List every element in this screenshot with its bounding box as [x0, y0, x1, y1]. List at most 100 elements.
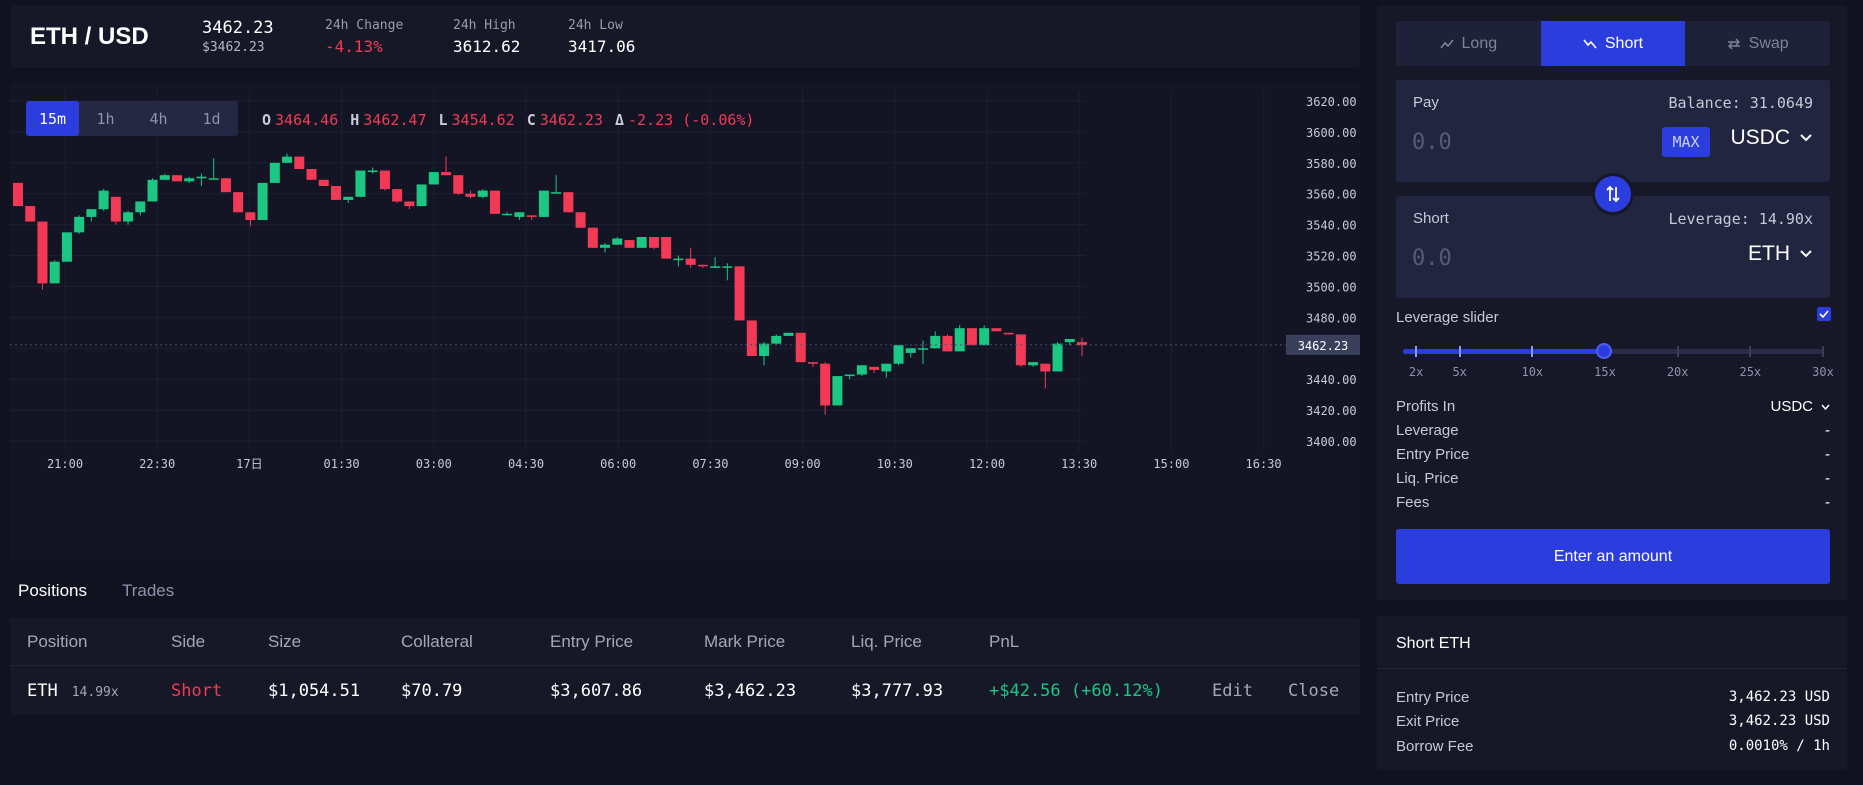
- candle-body: [453, 175, 464, 194]
- candle-body: [171, 175, 182, 182]
- y-tick-label: 3540.00: [1306, 219, 1357, 233]
- chart-panel[interactable]: 3620.00 3600.00 3580.00 3560.00 3540.00 3520.…: [10, 83, 1360, 561]
- x-tick-label: 21:00: [47, 457, 83, 471]
- high-label: 24h High: [453, 17, 516, 33]
- candle-body: [893, 345, 904, 364]
- header-position: Position: [27, 631, 88, 651]
- candle-body: [612, 238, 623, 245]
- candle-body: [416, 184, 427, 207]
- table-row[interactable]: ETH 14.99x Short $1,054.51 $70.79 $3,607.…: [10, 667, 1360, 715]
- candle-body: [881, 363, 892, 372]
- leverage-slider[interactable]: [1403, 343, 1824, 359]
- liq-price-row: Liq. Price -: [1396, 470, 1830, 487]
- profits-in-select[interactable]: USDC: [1770, 398, 1830, 415]
- candle-body: [318, 179, 329, 186]
- candle-body: [844, 374, 855, 377]
- tab-trades[interactable]: Trades: [121, 581, 175, 600]
- swap-direction-button[interactable]: [1592, 173, 1634, 215]
- candle-body: [636, 237, 647, 248]
- x-tick-label: 16:30: [1246, 457, 1282, 471]
- timeframe-15m[interactable]: 15m: [26, 101, 79, 136]
- pay-box: Pay Balance: 31.0649 MAX USDC: [1396, 80, 1830, 182]
- tab-long[interactable]: Long: [1396, 21, 1541, 66]
- candle-body: [477, 190, 488, 197]
- trade-side-tabs: Long Short Swap: [1396, 21, 1830, 66]
- header-liq-price: Liq. Price: [851, 631, 922, 651]
- leverage-info-value: -: [1825, 422, 1830, 439]
- pay-token-select[interactable]: USDC: [1730, 126, 1812, 150]
- tab-short[interactable]: Short: [1540, 21, 1686, 66]
- pair-title[interactable]: ETH / USD: [30, 22, 149, 50]
- leverage-slider-checkbox[interactable]: [1817, 307, 1831, 321]
- candle-body: [86, 209, 97, 217]
- edit-position-button[interactable]: Edit: [1212, 681, 1253, 701]
- leverage-slider-thumb[interactable]: [1595, 343, 1612, 359]
- x-tick-label: 04:30: [508, 457, 544, 471]
- chevron-down-icon: [1821, 404, 1830, 410]
- candle-body: [942, 335, 953, 352]
- max-button[interactable]: MAX: [1662, 127, 1710, 157]
- trend-up-icon: [1439, 38, 1454, 48]
- ohlc-open-label: O: [262, 111, 272, 129]
- chevron-down-icon: [1800, 134, 1812, 142]
- candle-body: [49, 261, 60, 284]
- change-label: 24h Change: [325, 17, 404, 33]
- pay-token-label: USDC: [1730, 126, 1790, 149]
- summary-entry-value: 3,462.23 USD: [1728, 689, 1830, 705]
- enter-amount-button[interactable]: Enter an amount: [1396, 529, 1830, 584]
- short-token-select[interactable]: ETH: [1748, 242, 1812, 266]
- tab-short-label: Short: [1604, 34, 1644, 52]
- fees-value: -: [1825, 494, 1830, 511]
- slider-mark-label: 2x: [1408, 365, 1424, 379]
- candle-body: [159, 175, 170, 180]
- candle-body: [379, 170, 390, 190]
- candle-body: [74, 216, 85, 233]
- candlestick-chart[interactable]: 3620.00 3600.00 3580.00 3560.00 3540.00 3520.…: [10, 83, 1360, 561]
- price-block: 3462.23 $3462.23: [202, 18, 325, 55]
- timeframe-1d[interactable]: 1d: [202, 109, 221, 128]
- summary-panel: Short ETH Entry Price 3,462.23 USD Exit …: [1377, 616, 1847, 770]
- profits-in-value: USDC: [1770, 398, 1813, 415]
- candle-body: [795, 332, 806, 363]
- candle-body: [918, 348, 929, 350]
- position-mark-price: $3,462.23: [704, 681, 797, 701]
- slider-mark: [1458, 346, 1461, 357]
- leverage-slider-label: Leverage slider: [1396, 309, 1499, 326]
- summary-title: Short ETH: [1396, 635, 1471, 652]
- candle-body: [673, 258, 684, 261]
- candle-body: [196, 176, 207, 179]
- candle-body: [783, 332, 794, 336]
- candle-body: [807, 362, 818, 364]
- tab-long-label: Long: [1461, 34, 1498, 52]
- timeframe-1h[interactable]: 1h: [96, 109, 115, 128]
- y-tick-label: 3420.00: [1306, 404, 1357, 418]
- fees-label: Fees: [1396, 494, 1430, 511]
- pay-amount-input[interactable]: [1412, 124, 1612, 160]
- fees-row: Fees -: [1396, 494, 1830, 511]
- position-size: $1,054.51: [268, 681, 361, 701]
- leverage-info-label: Leverage: [1396, 422, 1459, 439]
- ohlc-close-value: 3462.23: [539, 111, 603, 129]
- slider-mark: [1531, 346, 1534, 357]
- tab-swap-label: Swap: [1748, 34, 1789, 52]
- close-position-button[interactable]: Close: [1288, 681, 1340, 701]
- candle-body: [489, 190, 500, 214]
- candle-body: [220, 178, 231, 193]
- candle-body: [502, 213, 513, 216]
- high-block: 24h High 3612.62: [453, 18, 568, 56]
- candle-body: [282, 156, 293, 163]
- y-tick-label: 3520.00: [1306, 250, 1357, 264]
- short-amount-input[interactable]: [1412, 240, 1612, 276]
- tab-positions[interactable]: Positions: [18, 581, 87, 600]
- candle-body: [538, 190, 549, 217]
- candle-body: [551, 192, 562, 194]
- timeframe-4h[interactable]: 4h: [149, 109, 168, 128]
- x-tick-label: 06:00: [600, 457, 636, 471]
- candle-body: [820, 363, 831, 406]
- tab-swap[interactable]: Swap: [1685, 21, 1830, 66]
- slider-mark-label: 10x: [1521, 365, 1544, 379]
- slider-mark: [1822, 346, 1824, 357]
- positions-table: Position Side Size Collateral Entry Pric…: [10, 618, 1360, 715]
- header-pnl: PnL: [989, 631, 1020, 651]
- x-tick-label: 15:00: [1153, 457, 1189, 471]
